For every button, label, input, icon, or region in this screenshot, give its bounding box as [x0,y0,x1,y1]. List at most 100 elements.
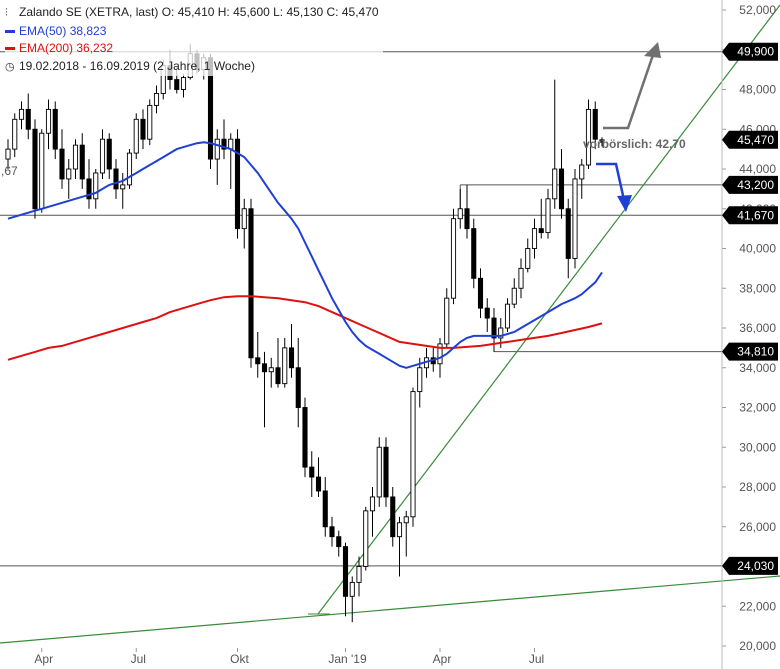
candle-body [234,138,241,230]
candle-body [531,228,538,249]
candle [39,129,45,213]
candle [565,198,571,279]
candle [234,129,241,239]
x-tick-label: Jul [131,652,146,666]
legend-range-row: ◷ 19.02.2018 - 16.09.2019 (2 Jahre, 1 Woc… [5,58,379,77]
candle-body [153,93,160,106]
x-tick-label: Jul [529,652,544,666]
candle-body [261,363,268,373]
y-tick-label: 22,000 [739,599,776,613]
level-box: 49,900 [722,42,778,61]
candle-body [25,108,31,130]
candle [531,218,538,259]
y-tick-label: 32,000 [739,401,776,415]
moving-averages [7,141,603,369]
candle [309,451,315,497]
ema200-label: EMA(200) [19,41,74,55]
candle [126,149,133,189]
candle-body [599,139,605,142]
y-tick-label: 30,000 [739,440,776,454]
candle [5,139,11,169]
level-box-label: 24,030 [737,559,774,573]
candle-body [410,391,416,518]
level-box-label: 34,810 [737,345,774,359]
candle [558,149,565,219]
ema50-value: 38,823 [69,23,107,38]
candle [484,298,490,332]
ema50-swatch [5,29,15,33]
candle [113,159,119,199]
candle [342,542,349,617]
candle [120,172,126,209]
candle-body [491,317,497,339]
candle-body [504,303,511,329]
candle [585,99,592,169]
level-box-shape [722,206,778,225]
candle-body [79,144,85,180]
candle [241,198,247,249]
level-box: 24,030 [722,556,778,575]
candle [450,208,457,305]
candle-body [464,208,470,230]
candle [464,184,470,239]
candle [282,337,288,388]
candle [349,576,355,623]
level-box: 45,470 [722,130,778,149]
x-tick-label: Apr [34,652,53,666]
candle [383,437,389,507]
y-tick-label: 20,000 [739,639,776,653]
candle-body [498,327,504,339]
candle-body [390,496,396,538]
level-box-label: 41,670 [737,208,774,222]
candle [322,477,328,537]
level-box: 43,200 [722,175,778,194]
candle-body [295,367,301,408]
legend-ema200-row: EMA(200) 36,232 [5,40,379,58]
candle [295,337,301,428]
level-box-shape [722,42,778,61]
candle-body [32,128,38,210]
candle-body [12,118,18,150]
candle [72,139,79,179]
candle-body [525,248,531,269]
candle [255,331,261,378]
candle-body [93,172,99,200]
rising-trendline [317,4,780,615]
candle-body [477,277,484,309]
candle [45,99,52,150]
candle [599,137,605,147]
candle-body [349,581,355,597]
candle-body [133,118,139,154]
candle-body [579,164,585,180]
level-box-label: 43,200 [737,178,774,192]
candle [572,169,578,269]
candle-body [52,108,58,150]
candle [329,516,335,547]
legend-ema50-row: EMA(50) 38,823 [5,23,379,41]
candle [592,101,598,150]
candle [18,101,25,130]
candle [228,133,234,189]
candle [538,198,544,239]
candle-body [99,138,106,174]
candle-body [140,118,146,140]
trend-lines [0,4,780,644]
candle [66,159,72,199]
candle [471,218,477,289]
y-tick-label: 28,000 [739,480,776,494]
x-axis: Apr Jul Okt Jan '19 Apr Jul [34,648,544,666]
candle-body [315,476,322,492]
candle-body [302,407,308,468]
level-box-shape [722,175,778,194]
candle [302,397,308,478]
candle-body [72,144,79,170]
candle-body [484,307,490,319]
candle-body [86,178,92,200]
candle-body [329,526,335,538]
candle [32,119,38,219]
candle [133,113,139,160]
y-tick-label: 34,000 [739,361,776,375]
candle-body [383,446,389,498]
candle [261,351,268,428]
